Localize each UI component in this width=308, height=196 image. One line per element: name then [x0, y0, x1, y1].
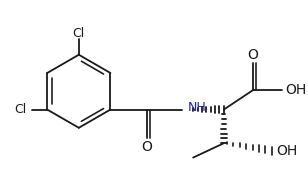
Text: Cl: Cl	[73, 27, 85, 40]
Text: OH: OH	[286, 83, 307, 97]
Text: OH: OH	[276, 144, 297, 158]
Text: O: O	[142, 140, 152, 154]
Text: Cl: Cl	[14, 103, 26, 116]
Text: NH: NH	[187, 101, 206, 114]
Text: O: O	[247, 48, 258, 62]
